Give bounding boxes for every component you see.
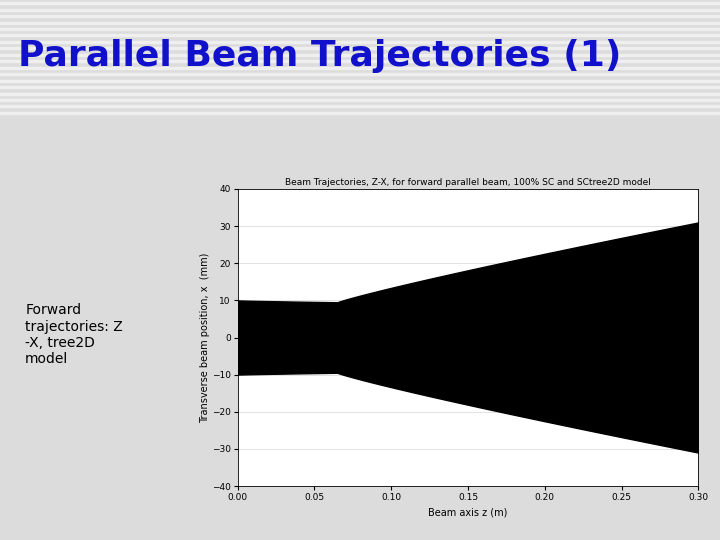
Text: Parallel Beam Trajectories (1): Parallel Beam Trajectories (1)	[18, 39, 621, 73]
Text: Forward
trajectories: Z
-X, tree2D
model: Forward trajectories: Z -X, tree2D model	[25, 303, 123, 366]
Y-axis label: Transverse beam position, x  (mm): Transverse beam position, x (mm)	[200, 252, 210, 423]
Title: Beam Trajectories, Z-X, for forward parallel beam, 100% SC and SCtree2D model: Beam Trajectories, Z-X, for forward para…	[285, 178, 651, 187]
X-axis label: Beam axis z (m): Beam axis z (m)	[428, 508, 508, 517]
